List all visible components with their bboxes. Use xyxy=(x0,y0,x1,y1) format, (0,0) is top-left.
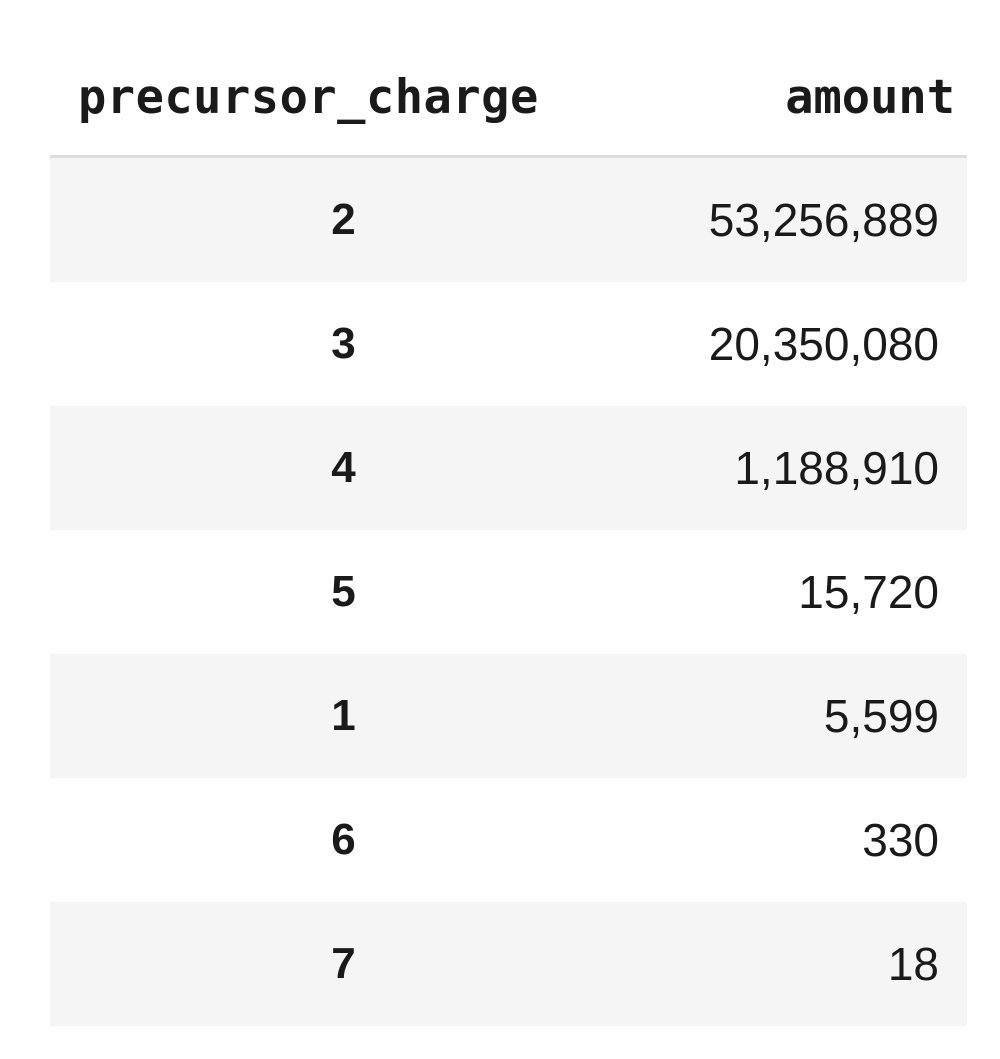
table-row: 6 330 xyxy=(50,778,967,902)
cell-precursor-charge: 6 xyxy=(331,815,356,864)
cell-precursor-charge: 5 xyxy=(331,567,356,616)
cell-precursor-charge: 1 xyxy=(331,691,356,740)
column-header-amount: amount xyxy=(785,70,955,125)
table-row: 2 53,256,889 xyxy=(50,158,967,282)
column-header-precursor-charge: precursor_charge xyxy=(78,70,539,125)
cell-amount: 15,720 xyxy=(798,566,939,618)
cell-precursor-charge: 2 xyxy=(331,195,356,244)
cell-amount: 330 xyxy=(862,814,939,866)
table-row: 1 5,599 xyxy=(50,654,967,778)
cell-amount: 20,350,080 xyxy=(708,318,939,370)
table-row: 7 18 xyxy=(50,902,967,1026)
cell-amount: 1,188,910 xyxy=(734,442,939,494)
data-table: precursor_charge amount 2 53,256,889 3 2… xyxy=(50,40,967,1026)
cell-amount: 5,599 xyxy=(823,690,939,742)
cell-precursor-charge: 7 xyxy=(331,939,356,988)
table-row: 3 20,350,080 xyxy=(50,282,967,406)
cell-amount: 53,256,889 xyxy=(708,194,939,246)
cell-amount: 18 xyxy=(887,938,939,990)
cell-precursor-charge: 3 xyxy=(331,319,356,368)
table-body: 2 53,256,889 3 20,350,080 4 1,188,910 5 … xyxy=(50,158,967,1026)
cell-precursor-charge: 4 xyxy=(331,443,356,492)
table-row: 4 1,188,910 xyxy=(50,406,967,530)
table-row: 5 15,720 xyxy=(50,530,967,654)
table-header: precursor_charge amount xyxy=(50,40,967,158)
